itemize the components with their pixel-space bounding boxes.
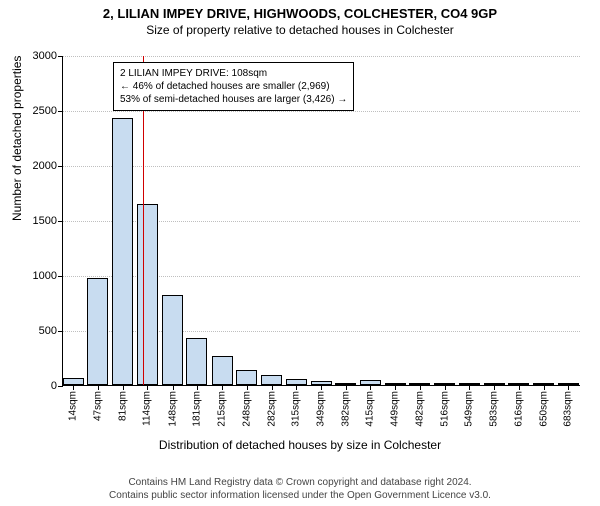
- xtick-mark: [222, 385, 223, 390]
- xtick-mark: [445, 385, 446, 390]
- xtick-mark: [420, 385, 421, 390]
- xtick-mark: [296, 385, 297, 390]
- xtick-label: 349sqm: [316, 391, 327, 427]
- xtick-label: 449sqm: [390, 391, 401, 427]
- xtick-mark: [321, 385, 322, 390]
- ytick-label: 500: [39, 325, 57, 337]
- xtick-label: 516sqm: [439, 391, 450, 427]
- legend-line-3: 53% of semi-detached houses are larger (…: [120, 93, 347, 106]
- y-axis-label: Number of detached properties: [10, 56, 24, 221]
- chart-container: 05001000150020002500300014sqm47sqm81sqm1…: [62, 56, 580, 426]
- ytick-mark: [58, 221, 63, 222]
- bar: [87, 278, 108, 385]
- footer-line-2: Contains public sector information licen…: [0, 490, 600, 503]
- ytick-label: 3000: [33, 50, 57, 62]
- xtick-mark: [568, 385, 569, 390]
- xtick-mark: [494, 385, 495, 390]
- xtick-mark: [173, 385, 174, 390]
- legend-box: 2 LILIAN IMPEY DRIVE: 108sqm ← 46% of de…: [113, 62, 354, 111]
- ytick-label: 1500: [33, 215, 57, 227]
- legend-line-1: 2 LILIAN IMPEY DRIVE: 108sqm: [120, 67, 347, 80]
- xtick-label: 549sqm: [464, 391, 475, 427]
- ytick-label: 1000: [33, 270, 57, 282]
- xtick-label: 583sqm: [489, 391, 500, 427]
- ytick-label: 2000: [33, 160, 57, 172]
- gridline: [63, 56, 580, 57]
- xtick-mark: [395, 385, 396, 390]
- xtick-label: 14sqm: [68, 391, 79, 421]
- ytick-mark: [58, 386, 63, 387]
- xtick-label: 81sqm: [117, 391, 128, 421]
- xtick-mark: [469, 385, 470, 390]
- xtick-mark: [73, 385, 74, 390]
- ytick-label: 0: [51, 380, 57, 392]
- x-axis-label: Distribution of detached houses by size …: [0, 438, 600, 452]
- xtick-mark: [247, 385, 248, 390]
- xtick-label: 282sqm: [266, 391, 277, 427]
- gridline: [63, 111, 580, 112]
- xtick-mark: [346, 385, 347, 390]
- ytick-mark: [58, 56, 63, 57]
- xtick-mark: [197, 385, 198, 390]
- xtick-label: 382sqm: [340, 391, 351, 427]
- xtick-label: 482sqm: [414, 391, 425, 427]
- bar: [112, 118, 133, 385]
- bar: [162, 295, 183, 385]
- page-subtitle: Size of property relative to detached ho…: [0, 23, 600, 37]
- ytick-mark: [58, 331, 63, 332]
- bar: [137, 204, 158, 386]
- ytick-mark: [58, 276, 63, 277]
- xtick-mark: [98, 385, 99, 390]
- footer: Contains HM Land Registry data © Crown c…: [0, 477, 600, 502]
- xtick-label: 181sqm: [191, 391, 202, 427]
- legend-line-2: ← 46% of detached houses are smaller (2,…: [120, 80, 347, 93]
- bar: [63, 378, 84, 385]
- ytick-mark: [58, 111, 63, 112]
- xtick-label: 616sqm: [513, 391, 524, 427]
- xtick-label: 315sqm: [291, 391, 302, 427]
- ytick-mark: [58, 166, 63, 167]
- xtick-mark: [147, 385, 148, 390]
- xtick-label: 114sqm: [142, 391, 153, 426]
- bar: [236, 370, 257, 385]
- xtick-mark: [519, 385, 520, 390]
- xtick-label: 47sqm: [92, 391, 103, 421]
- xtick-mark: [370, 385, 371, 390]
- bar: [186, 338, 207, 385]
- xtick-label: 650sqm: [539, 391, 550, 427]
- xtick-label: 248sqm: [241, 391, 252, 427]
- xtick-mark: [544, 385, 545, 390]
- gridline: [63, 166, 580, 167]
- ytick-label: 2500: [33, 105, 57, 117]
- bar: [212, 356, 233, 385]
- bar: [261, 375, 282, 385]
- xtick-label: 215sqm: [217, 391, 228, 427]
- page-title: 2, LILIAN IMPEY DRIVE, HIGHWOODS, COLCHE…: [0, 6, 600, 21]
- xtick-label: 415sqm: [365, 391, 376, 427]
- xtick-mark: [272, 385, 273, 390]
- xtick-label: 683sqm: [563, 391, 574, 427]
- xtick-mark: [123, 385, 124, 390]
- footer-line-1: Contains HM Land Registry data © Crown c…: [0, 477, 600, 490]
- xtick-label: 148sqm: [167, 391, 178, 427]
